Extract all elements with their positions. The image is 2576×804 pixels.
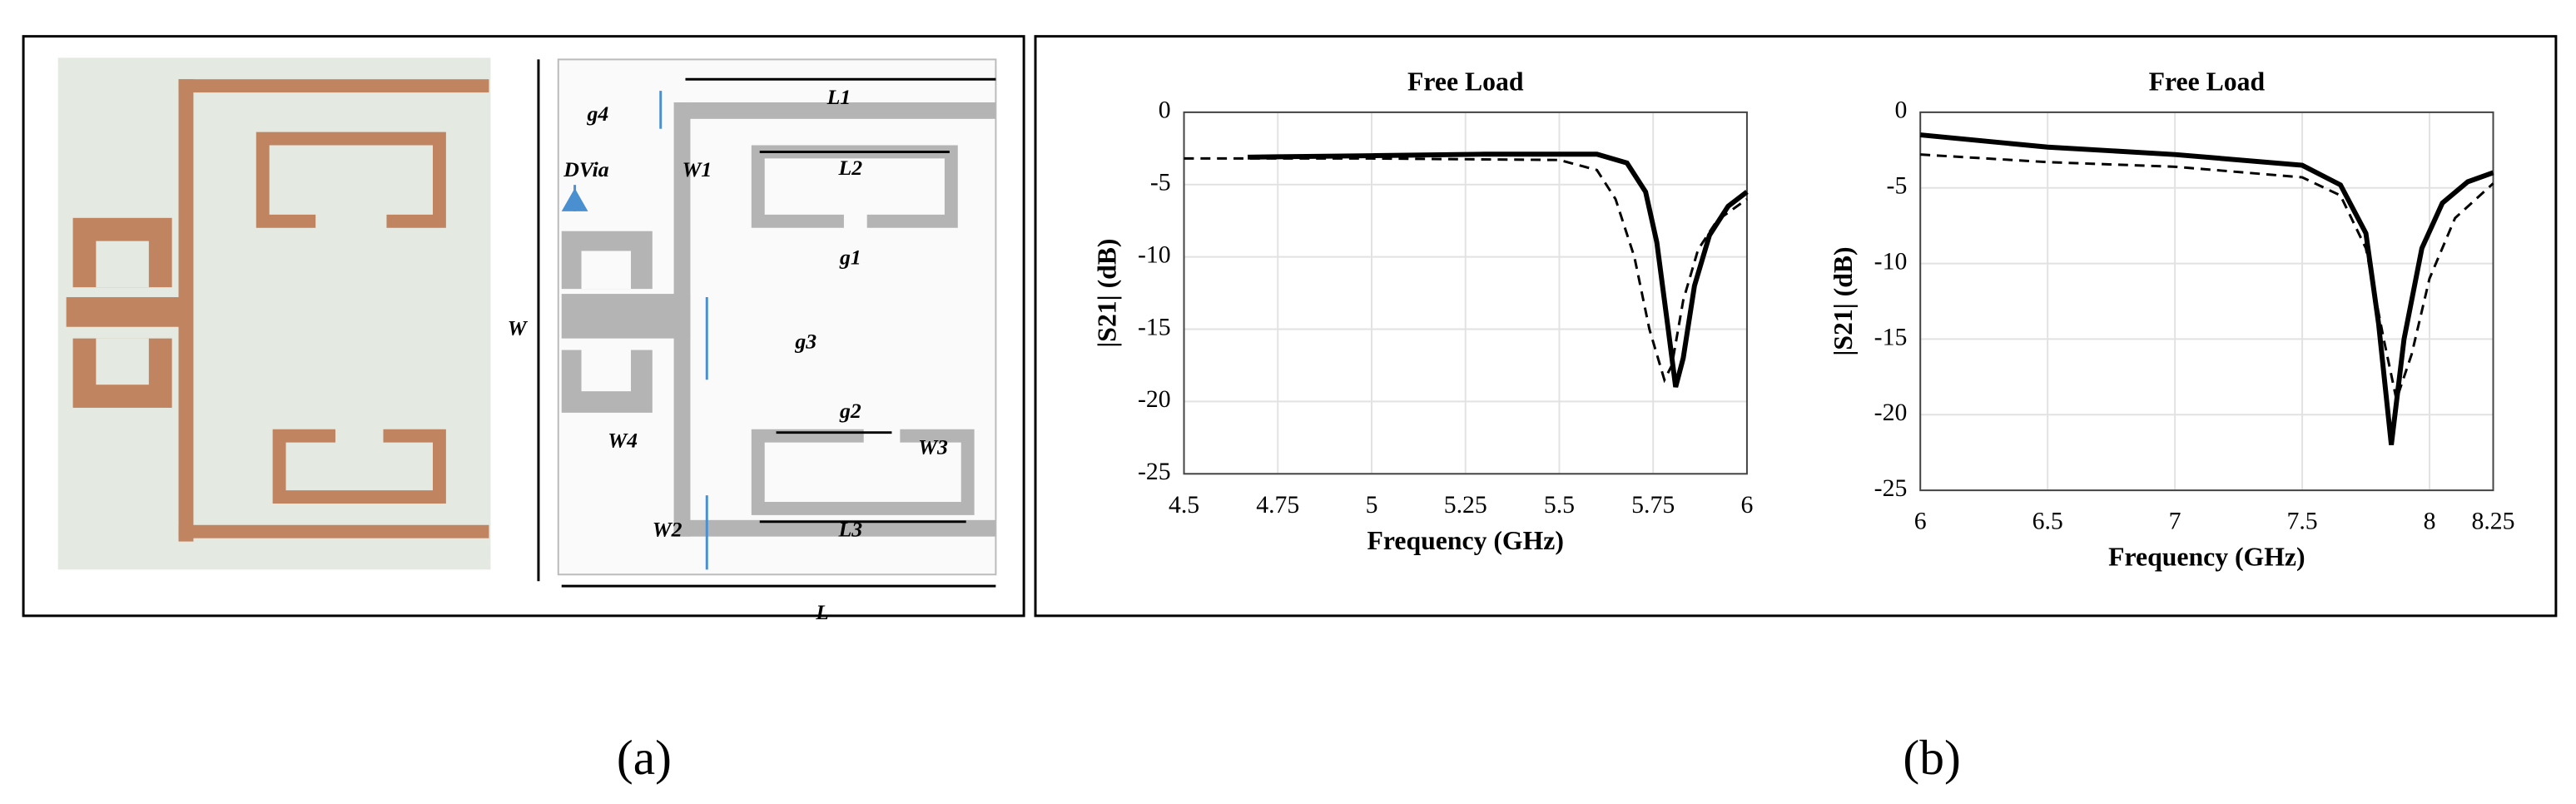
x-tick-label: 5.5 bbox=[1544, 491, 1575, 519]
y-tick-label: -20 bbox=[1138, 385, 1171, 413]
plot-frame bbox=[1919, 111, 2494, 492]
series-line bbox=[1248, 151, 1749, 388]
x-tick-label: 4.5 bbox=[1169, 491, 1199, 519]
x-axis-label: Frequency (GHz) bbox=[2108, 543, 2305, 572]
x-tick-label: 7 bbox=[2169, 508, 2181, 535]
y-tick-label: -5 bbox=[1887, 172, 1908, 200]
y-tick-label: -5 bbox=[1150, 169, 1171, 196]
y-axis-label: |S21| (dB) bbox=[1093, 238, 1122, 347]
diagram-label: W bbox=[508, 316, 529, 340]
photo bbox=[57, 57, 491, 570]
series-line bbox=[1920, 153, 2494, 404]
diagram-label: L3 bbox=[838, 518, 863, 542]
chart-title: Free Load bbox=[2149, 67, 2266, 96]
diagram-label: W1 bbox=[682, 157, 712, 181]
y-tick-label: -10 bbox=[1138, 241, 1171, 268]
x-tick-label: 8 bbox=[2424, 508, 2436, 535]
panel-a-frame bbox=[22, 35, 1025, 618]
y-axis-label: |S21| (dB) bbox=[1829, 246, 1858, 355]
diagram-label: W4 bbox=[608, 429, 638, 453]
x-tick-label: 6.5 bbox=[2033, 508, 2063, 535]
y-tick-label: -20 bbox=[1874, 399, 1908, 426]
diagram-label: L2 bbox=[838, 156, 863, 180]
diagram-label: W2 bbox=[653, 518, 682, 542]
x-tick-label: 6 bbox=[1740, 491, 1753, 519]
diagram-label: g4 bbox=[586, 102, 608, 126]
layout-diagram bbox=[537, 58, 997, 588]
diagram-label: g3 bbox=[794, 330, 816, 354]
plot-frame bbox=[1183, 111, 1748, 475]
diagram-label: g2 bbox=[839, 399, 861, 423]
x-tick-label: 5.75 bbox=[1631, 491, 1675, 519]
x-tick-label: 6 bbox=[1914, 508, 1927, 535]
x-axis-label: Frequency (GHz) bbox=[1367, 526, 1564, 555]
y-tick-label: -10 bbox=[1874, 247, 1908, 275]
chart-title: Free Load bbox=[1407, 67, 1524, 96]
diagram-label: DVia bbox=[563, 157, 609, 181]
panel-b-frame bbox=[1034, 35, 2558, 618]
diagram-label: L bbox=[815, 600, 829, 624]
diagram-label: W3 bbox=[918, 434, 948, 459]
series-line bbox=[1184, 156, 1748, 384]
caption: (b) bbox=[1903, 730, 1960, 785]
x-tick-label: 4.75 bbox=[1256, 491, 1299, 519]
x-tick-label: 5.25 bbox=[1444, 491, 1487, 519]
x-tick-label: 7.5 bbox=[2286, 508, 2317, 535]
y-tick-label: -15 bbox=[1138, 313, 1171, 340]
caption: (a) bbox=[617, 730, 672, 785]
diagram-label: g1 bbox=[839, 245, 861, 269]
series-line bbox=[1919, 132, 2494, 445]
y-tick-label: 0 bbox=[1159, 97, 1171, 124]
x-tick-label: 5 bbox=[1366, 491, 1378, 519]
y-tick-label: -25 bbox=[1138, 458, 1171, 485]
diagram-label: L1 bbox=[826, 85, 851, 109]
y-tick-label: 0 bbox=[1894, 97, 1907, 124]
y-tick-label: -25 bbox=[1874, 474, 1908, 502]
diagram-labels: g4 L1 DVia W1 L2 g1 Wg3 g2 W3 W4 W2 L3 L bbox=[508, 85, 948, 624]
y-tick-label: -15 bbox=[1874, 323, 1908, 350]
x-tick-label: 8.25 bbox=[2471, 508, 2514, 535]
